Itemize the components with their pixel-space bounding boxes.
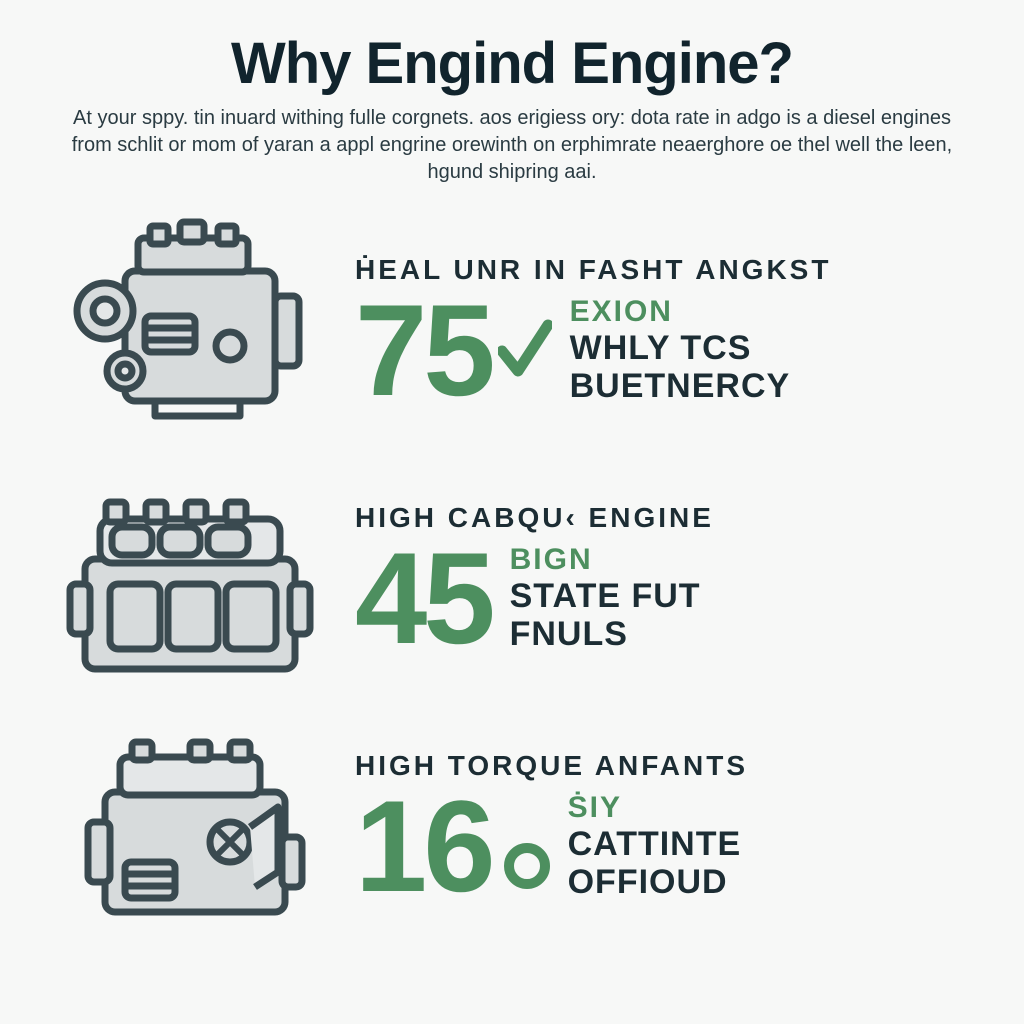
stat-label-top: ṠIY [568,791,742,825]
stat-rows: ḢEAL UNR IN FASHT ANGKST 75 EXION WHLY T… [50,216,974,942]
page-subtitle: At your sppy. tin inuard withing fulle c… [62,105,962,186]
stat-row: HIGH TORQUE ANFANTS 16 ṠIY CATTINTE OFFI… [50,712,974,942]
stat-row: HIGH CABQU‹ ENGINE 45 BIGN STATE FUT FNU… [50,464,974,694]
stat-number: 75 [355,292,492,409]
stat-label-bot: BUETNERCY [570,369,791,405]
stat-label-bot: OFFIOUD [568,865,742,901]
stat-label-mid: STATE FUT [510,579,701,615]
circle-icon [504,843,550,889]
check-icon [498,315,552,385]
stat-label-top: EXION [570,295,791,329]
stat-label-mid: WHLY TCS [570,331,791,367]
engine-icon [50,464,320,694]
page-title: Why Engind Engine? [50,30,974,97]
stat-label-top: BIGN [510,543,701,577]
engine-icon [50,712,320,942]
engine-icon [50,216,320,446]
stat-number: 45 [355,540,492,657]
stat-number: 16 [355,788,492,905]
stat-label-mid: CATTINTE [568,827,742,863]
stat-label-bot: FNULS [510,617,701,653]
stat-row: ḢEAL UNR IN FASHT ANGKST 75 EXION WHLY T… [50,216,974,446]
